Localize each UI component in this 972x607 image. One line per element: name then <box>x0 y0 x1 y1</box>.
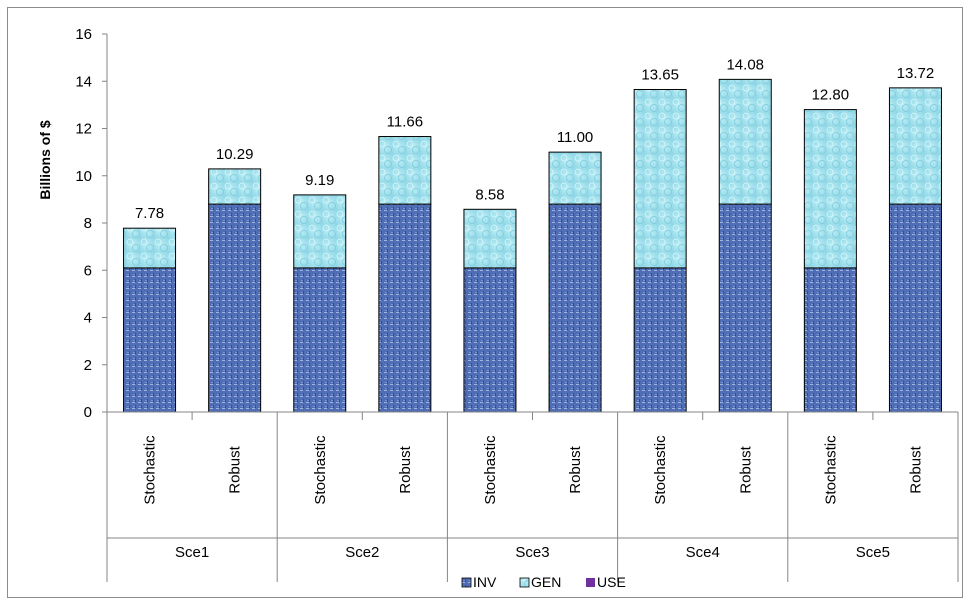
y-tick-label: 14 <box>75 73 92 90</box>
data-label: 12.80 <box>812 87 850 104</box>
data-label: 8.58 <box>475 186 504 203</box>
y-tick-label: 12 <box>75 121 92 138</box>
y-axis-label: Billions of $ <box>37 120 53 200</box>
bar-gen <box>293 194 347 269</box>
bar-gen <box>378 136 432 205</box>
bar-gen <box>208 168 262 205</box>
data-label: 11.00 <box>557 129 593 146</box>
bar-inv <box>123 267 177 413</box>
bar-inv <box>803 267 857 413</box>
group-label: Sce1 <box>175 544 209 561</box>
bars <box>123 78 942 413</box>
bar-inv <box>548 203 602 413</box>
y-tick-label: 2 <box>84 357 92 374</box>
group-label: Sce3 <box>515 544 549 561</box>
x-tick-label: Stochastic <box>482 435 499 505</box>
bar-gen <box>463 208 517 269</box>
group-label: Sce5 <box>856 544 890 561</box>
x-tick-label: Stochastic <box>652 435 669 505</box>
legend-swatch-use <box>586 578 595 587</box>
data-label: 14.08 <box>726 56 764 73</box>
data-labels: 7.78 10.29 9.19 11.66 8.58 11.00 13.65 14.08 12.… <box>135 56 934 222</box>
y-tick-label: 16 <box>75 26 92 43</box>
x-tick-label: Robust <box>397 445 414 493</box>
bar-inv <box>888 203 942 413</box>
data-label: 10.29 <box>216 146 254 163</box>
bar-inv <box>633 267 687 413</box>
bar-gen <box>803 109 857 269</box>
legend-label: INV <box>473 574 497 590</box>
bar-inv <box>293 267 347 413</box>
bar-inv <box>208 203 262 413</box>
data-label: 11.66 <box>387 114 423 131</box>
x-tick-label: Robust <box>907 445 924 493</box>
y-tick-label: 4 <box>84 310 92 327</box>
x-tick-label: Stochastic <box>312 435 329 505</box>
y-tick-label: 6 <box>84 262 92 279</box>
data-label: 9.19 <box>305 172 334 189</box>
bar-gen <box>633 89 687 269</box>
x-tick-label: Robust <box>227 445 244 493</box>
bar-gen <box>888 87 942 205</box>
y-tick-label: 8 <box>84 215 92 232</box>
legend: INV GEN USE <box>461 574 626 590</box>
x-tick-label: Stochastic <box>142 435 159 505</box>
x-tick-label: Robust <box>567 445 584 493</box>
group-label: Sce2 <box>345 544 379 561</box>
bar-inv <box>718 203 772 413</box>
y-tick-label: 10 <box>75 168 92 185</box>
bar-inv <box>463 267 517 413</box>
x-tick-label: Stochastic <box>822 435 839 505</box>
data-label: 13.72 <box>897 65 935 82</box>
data-label: 13.65 <box>641 67 679 84</box>
legend-label: GEN <box>531 574 561 590</box>
legend-swatch-inv <box>461 577 472 588</box>
y-axis: 0 2 4 6 8 10 12 14 16 <box>75 26 108 421</box>
bar-gen <box>718 78 772 205</box>
bar-gen <box>548 151 602 205</box>
legend-label: USE <box>597 574 626 590</box>
legend-swatch-gen <box>519 577 530 588</box>
data-label: 7.78 <box>135 205 164 222</box>
group-label: Sce4 <box>686 544 720 561</box>
bar-inv <box>378 203 432 413</box>
x-axis: Stochastic Robust Stochastic Robust Stochast… <box>106 411 959 582</box>
y-tick-label: 0 <box>84 404 92 421</box>
bar-gen <box>123 227 177 269</box>
x-tick-label: Robust <box>737 445 754 493</box>
